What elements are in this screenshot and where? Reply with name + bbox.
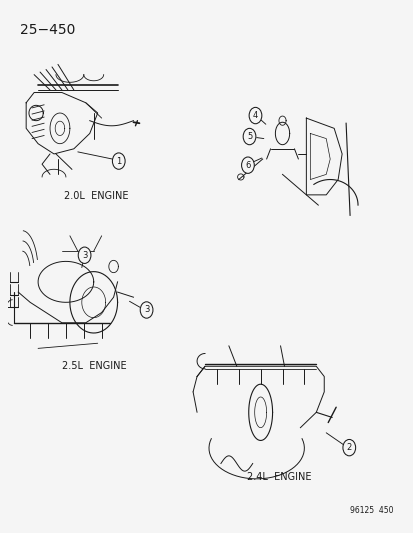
Circle shape [242, 128, 255, 145]
Text: 4: 4 [252, 111, 257, 120]
Circle shape [241, 157, 254, 173]
Circle shape [140, 302, 152, 318]
Text: 6: 6 [244, 160, 250, 169]
Circle shape [112, 153, 125, 169]
Text: 25−450: 25−450 [20, 23, 76, 37]
Text: 2: 2 [346, 443, 351, 452]
Text: 1: 1 [116, 157, 121, 166]
Text: 2.4L  ENGINE: 2.4L ENGINE [246, 472, 311, 482]
Text: 5: 5 [246, 132, 252, 141]
Text: 3: 3 [144, 305, 149, 314]
Circle shape [78, 247, 91, 263]
Text: 2.5L  ENGINE: 2.5L ENGINE [62, 361, 126, 372]
Text: 2.0L  ENGINE: 2.0L ENGINE [64, 191, 128, 201]
Circle shape [342, 439, 355, 456]
Text: 96125  450: 96125 450 [349, 506, 393, 515]
Circle shape [249, 107, 261, 124]
Text: 3: 3 [82, 251, 87, 260]
